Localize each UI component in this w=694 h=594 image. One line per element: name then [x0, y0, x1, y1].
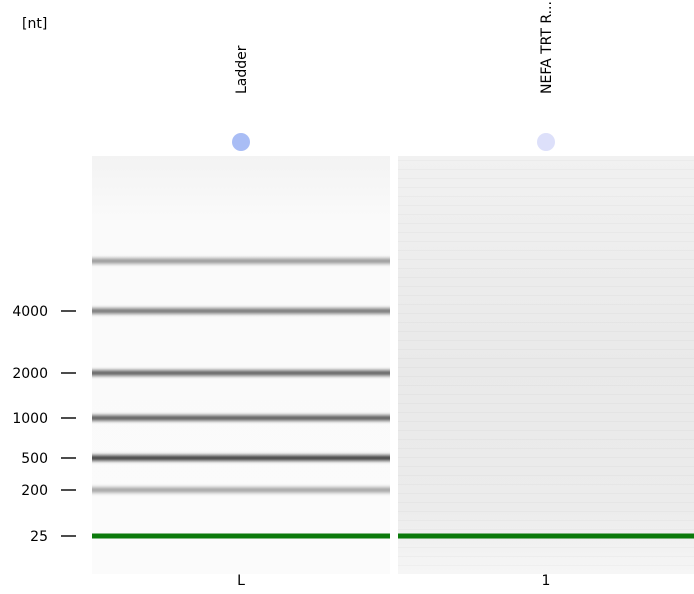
lane-id-1: 1 — [542, 573, 551, 589]
lane-noise-streak — [398, 502, 694, 503]
lane-noise-streak — [398, 394, 694, 395]
band-core-2000 — [92, 371, 390, 375]
lane-noise-streak — [398, 421, 694, 422]
lane-noise-streak — [398, 250, 694, 251]
y-tick-label-4000: 4000 — [12, 304, 48, 320]
lane-noise-streak — [398, 385, 694, 386]
lane-noise-streak — [398, 268, 694, 269]
lane-noise-streak — [398, 160, 694, 161]
lane-noise-streak — [398, 313, 694, 314]
lane-l-background — [92, 156, 390, 574]
lane-noise-streak — [398, 439, 694, 440]
lane-noise-streak — [398, 358, 694, 359]
lane-status-dot-l — [232, 133, 250, 151]
lane-noise-streak — [398, 331, 694, 332]
lane-noise-streak — [398, 511, 694, 512]
lane-noise-streak — [398, 241, 694, 242]
lane-noise-streak — [398, 448, 694, 449]
y-tick-label-500: 500 — [21, 451, 48, 467]
lane-noise-streak — [398, 493, 694, 494]
lane-noise-streak — [398, 169, 694, 170]
band-core-6000 — [92, 259, 390, 263]
y-tick-label-200: 200 — [21, 483, 48, 499]
lane-noise-streak — [398, 529, 694, 530]
lane-noise-streak — [398, 232, 694, 233]
lane-noise-streak — [398, 205, 694, 206]
lane-name-l: Ladder — [234, 45, 250, 94]
lane-noise-streak — [398, 484, 694, 485]
lane-noise-streak — [398, 403, 694, 404]
lane-noise-streak — [398, 412, 694, 413]
y-tick-label-2000: 2000 — [12, 366, 48, 382]
lane-id-l: L — [237, 573, 245, 589]
lane-noise-streak — [398, 259, 694, 260]
lane-noise-streak — [398, 367, 694, 368]
lane-noise-streak — [398, 178, 694, 179]
lane-noise-streak — [398, 547, 694, 548]
lane-noise-streak — [398, 475, 694, 476]
band-core-4000 — [92, 309, 390, 313]
lane-noise-streak — [398, 214, 694, 215]
lower-marker-1 — [398, 533, 694, 539]
lane-noise-streak — [398, 376, 694, 377]
unit-label: [nt] — [22, 16, 47, 32]
band-core-1000 — [92, 416, 390, 420]
lane-noise-streak — [398, 196, 694, 197]
lane-noise-streak — [398, 223, 694, 224]
y-tick-label-25: 25 — [30, 529, 48, 545]
lane-name-1: NEFA TRT R... — [539, 1, 555, 94]
lane-noise-streak — [398, 304, 694, 305]
lane-1-background — [398, 156, 694, 574]
band-core-200 — [92, 488, 390, 492]
lane-noise-streak — [398, 187, 694, 188]
lane-noise-streak — [398, 556, 694, 557]
lane-noise-streak — [398, 565, 694, 566]
y-tick-label-1000: 1000 — [12, 411, 48, 427]
lane-noise-streak — [398, 457, 694, 458]
lane-noise-streak — [398, 340, 694, 341]
lane-noise-streak — [398, 430, 694, 431]
lane-noise-streak — [398, 286, 694, 287]
lane-noise-streak — [398, 295, 694, 296]
lane-noise-streak — [398, 322, 694, 323]
lane-noise-streak — [398, 520, 694, 521]
lane-noise-streak — [398, 349, 694, 350]
lane-noise-streak — [398, 277, 694, 278]
lane-noise-streak — [398, 466, 694, 467]
band-core-500 — [92, 456, 390, 460]
lower-marker-l — [92, 533, 390, 539]
lane-status-dot-1 — [537, 133, 555, 151]
